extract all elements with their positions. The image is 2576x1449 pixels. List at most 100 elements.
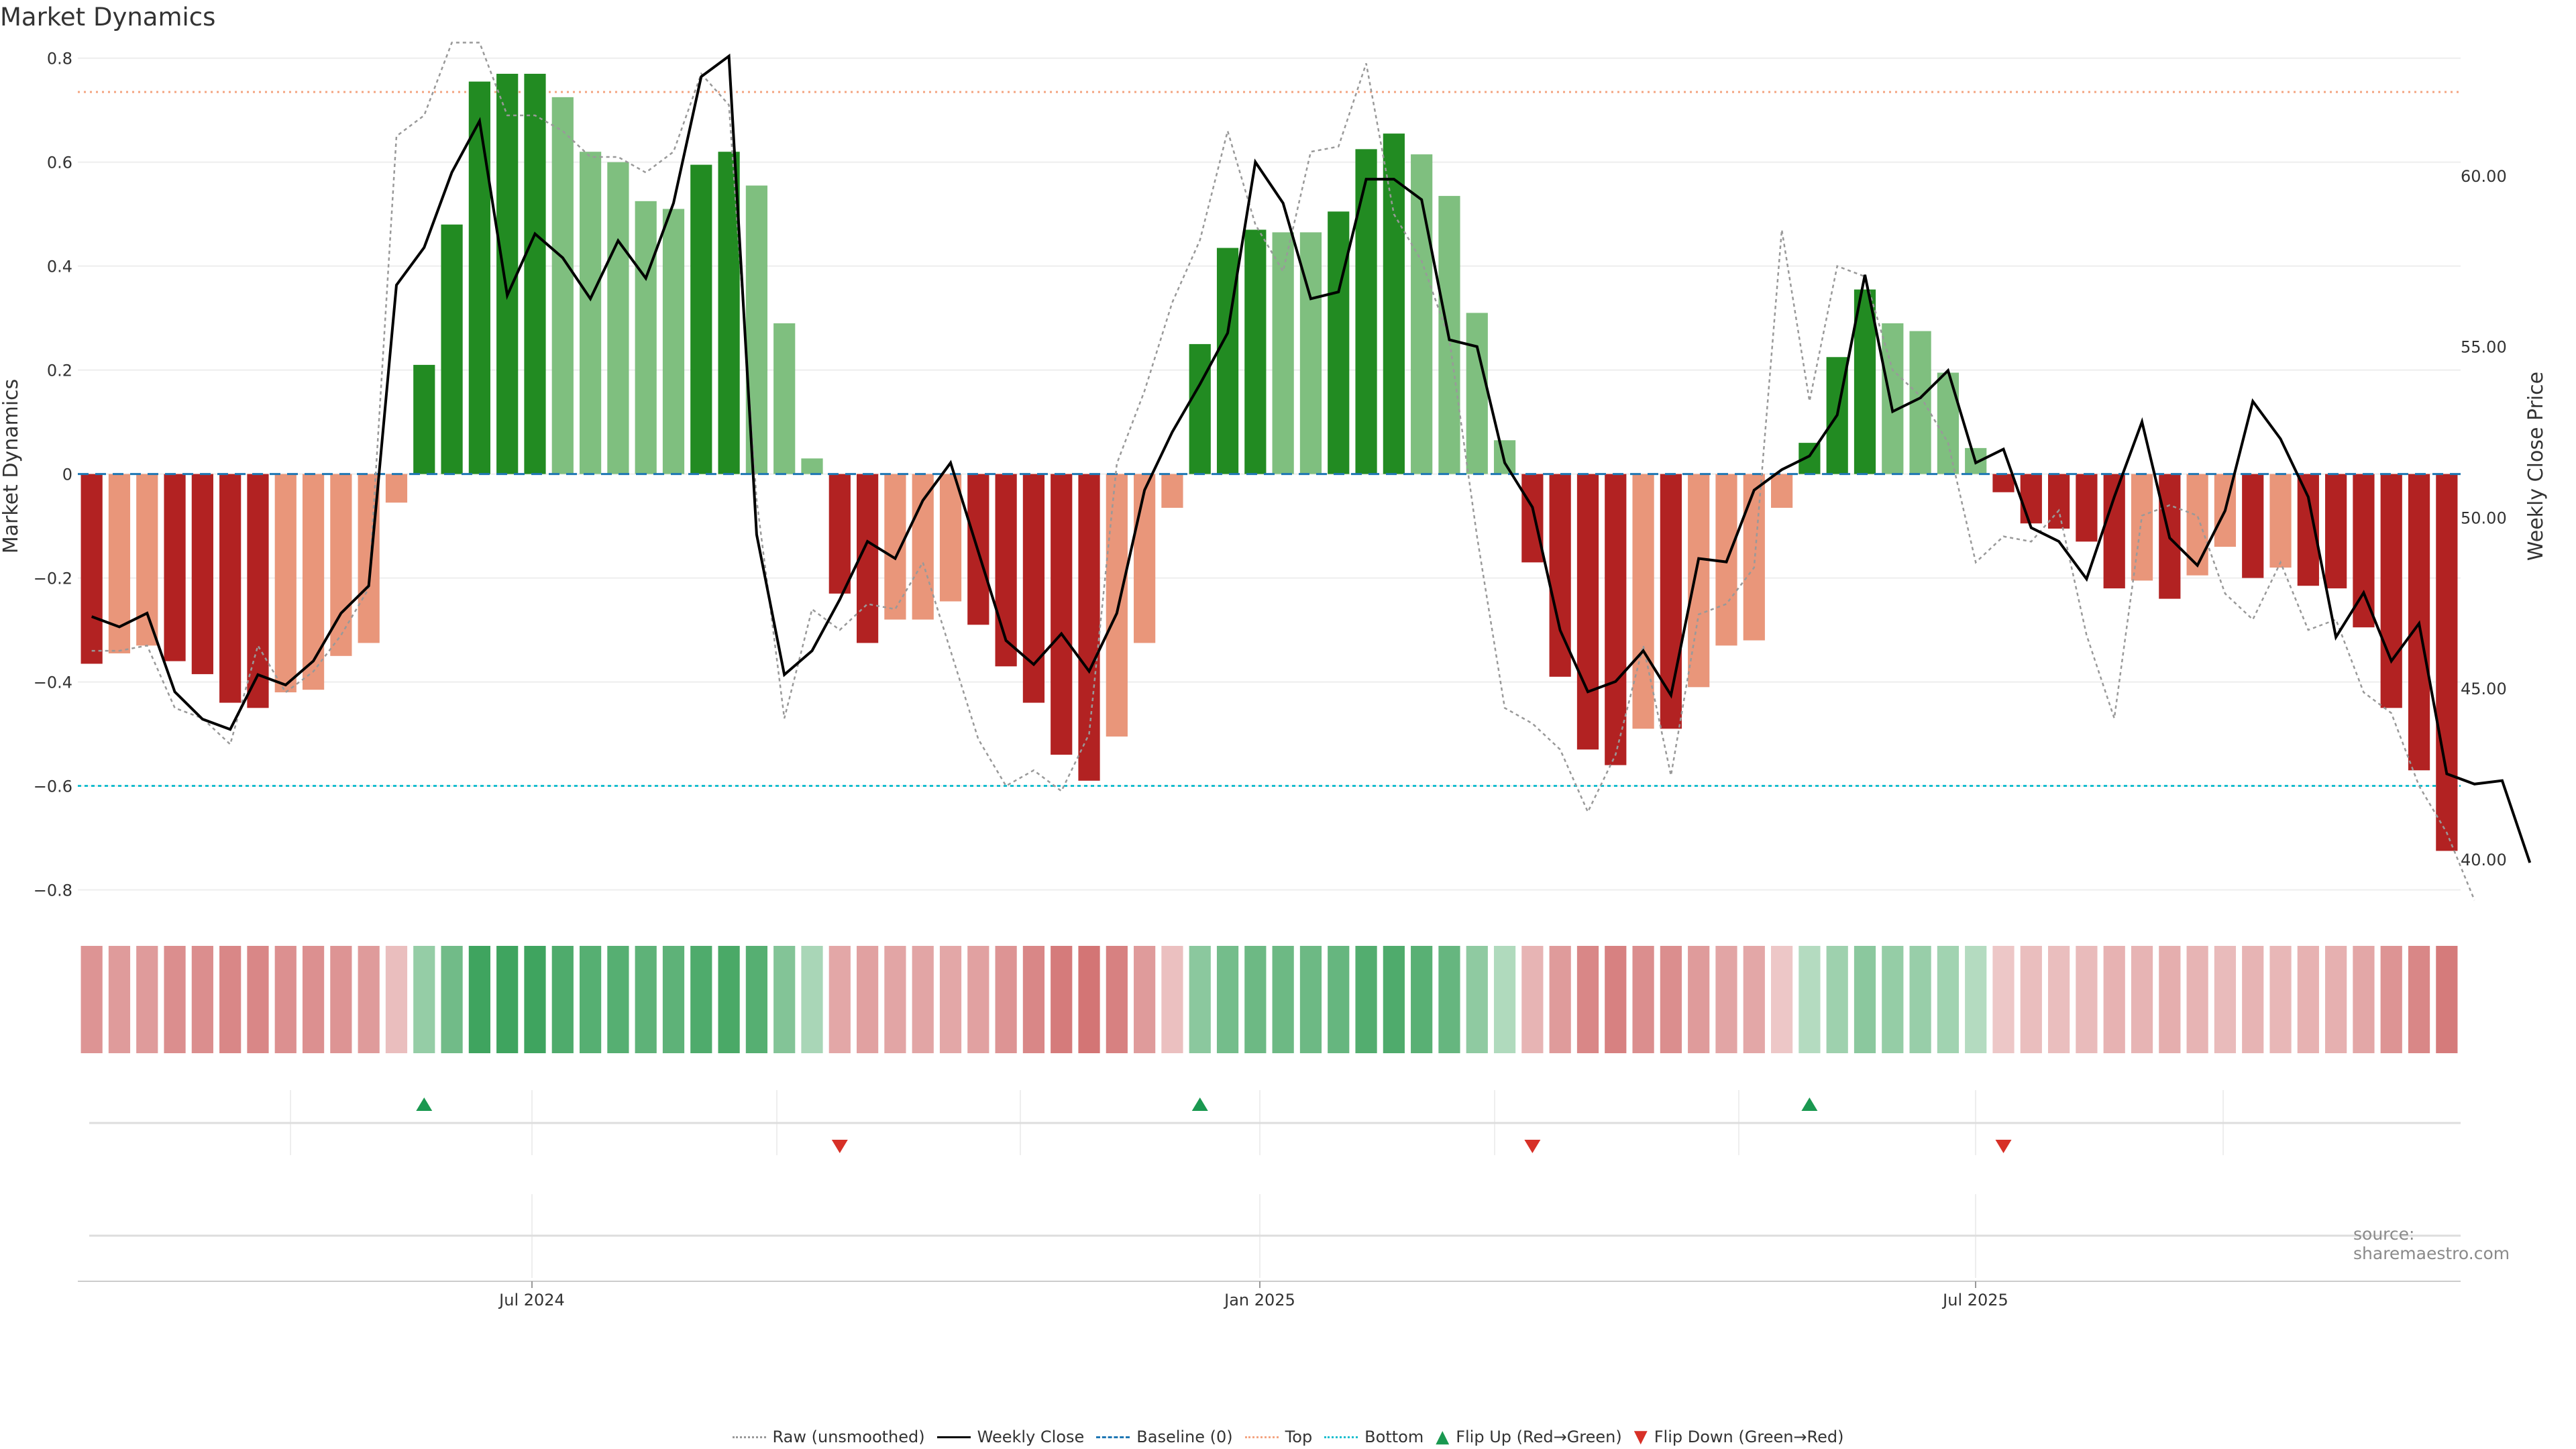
bar (164, 474, 186, 661)
bar (191, 474, 213, 674)
heat-cell (358, 946, 380, 1053)
y-tick-label: −0.2 (34, 570, 72, 588)
y-tick-label: 0 (62, 466, 72, 484)
legend-swatch-bottom (1324, 1436, 1358, 1438)
bar (136, 474, 158, 646)
heat-cell (1605, 946, 1627, 1053)
triangle-up-icon: ▲ (1436, 1427, 1450, 1447)
flip-down-marker (1995, 1140, 2012, 1153)
heat-cell (1632, 946, 1654, 1053)
heat-cell (2436, 946, 2458, 1053)
raw-line (91, 42, 2475, 901)
bar (274, 474, 297, 693)
bar (1882, 323, 1904, 474)
bar (1632, 474, 1654, 729)
heat-cell (2020, 946, 2042, 1053)
bar (385, 474, 408, 503)
heat-cell (1882, 946, 1904, 1053)
bar (1521, 474, 1544, 563)
bar (441, 224, 463, 474)
heat-cell (2380, 946, 2402, 1053)
heat-cell (2408, 946, 2430, 1053)
heat-cell (2186, 946, 2208, 1053)
y2-axis-title: Weekly Close Price (2524, 372, 2548, 561)
weekly-close-line (91, 53, 2532, 863)
legend-item-bottom[interactable]: Bottom (1324, 1428, 1424, 1446)
heat-cell (2076, 946, 2098, 1053)
x-tick-label: Jan 2025 (1223, 1291, 1295, 1309)
heat-cell (2103, 946, 2125, 1053)
legend-item-baseline[interactable]: Baseline (0) (1096, 1428, 1233, 1446)
legend-item-raw[interactable]: Raw (unsmoothed) (732, 1428, 925, 1446)
heat-cell (330, 946, 352, 1053)
bar (1272, 232, 1294, 474)
legend-item-top[interactable]: Top (1244, 1428, 1312, 1446)
heat-cell (164, 946, 186, 1053)
y-tick-label: 0.8 (47, 50, 72, 68)
heat-cell (524, 946, 546, 1053)
source-note: source: sharemaestro.com (2353, 1224, 2510, 1263)
legend-item-flip-down[interactable]: ▼ Flip Down (Green→Red) (1634, 1427, 1844, 1447)
heat-cell (718, 946, 740, 1053)
heat-cell (2048, 946, 2070, 1053)
bar (80, 474, 103, 664)
heat-cell (136, 946, 158, 1053)
bar (302, 474, 325, 690)
heat-cell (274, 946, 297, 1053)
heat-cell (1660, 946, 1682, 1053)
legend-item-close[interactable]: Weekly Close (936, 1428, 1084, 1446)
legend-swatch-close (936, 1436, 971, 1438)
bar (939, 474, 962, 602)
heat-cell (995, 946, 1017, 1053)
legend-label-bottom: Bottom (1364, 1428, 1424, 1446)
heat-cell (1438, 946, 1460, 1053)
bar (1161, 474, 1183, 508)
heat-cell (773, 946, 796, 1053)
heat-cell (191, 946, 213, 1053)
heat-cell (1106, 946, 1128, 1053)
legend-label-baseline: Baseline (0) (1136, 1428, 1233, 1446)
y-tick-label: −0.6 (34, 777, 72, 796)
y-axis-title: Market Dynamics (0, 379, 23, 554)
bar (773, 323, 796, 474)
bar (247, 474, 269, 708)
heat-cell (635, 946, 657, 1053)
heat-cell (690, 946, 712, 1053)
heat-cell (607, 946, 629, 1053)
y-tick-label: −0.4 (34, 674, 72, 692)
bar (801, 458, 823, 474)
heat-cell (385, 946, 408, 1053)
heat-cell (219, 946, 241, 1053)
bar (995, 474, 1017, 667)
bar (579, 152, 602, 474)
heat-cell (1576, 946, 1599, 1053)
bar (745, 185, 768, 474)
flip-up-marker (1801, 1097, 1818, 1111)
heat-cell (1854, 946, 1876, 1053)
bar (1134, 474, 1156, 643)
heat-cell (2325, 946, 2347, 1053)
legend: Raw (unsmoothed) Weekly Close Baseline (… (0, 1427, 2576, 1447)
bar (219, 474, 241, 703)
heat-cell (1411, 946, 1433, 1053)
bar (1660, 474, 1682, 729)
y2-tick-label: 40.00 (2461, 851, 2507, 869)
bar (2325, 474, 2347, 589)
flip-down-marker (1524, 1140, 1541, 1153)
heat-cell (828, 946, 851, 1053)
heat-cell (579, 946, 602, 1053)
heat-cell (1992, 946, 2015, 1053)
heat-cell (2269, 946, 2292, 1053)
heat-cell (1216, 946, 1239, 1053)
heat-cell (441, 946, 463, 1053)
heat-cell (2159, 946, 2181, 1053)
bar (2076, 474, 2098, 542)
y-tick-label: 0.4 (47, 258, 72, 276)
bar (912, 474, 934, 620)
bar (1383, 133, 1405, 474)
triangle-down-icon: ▼ (1633, 1427, 1648, 1447)
heat-cell (496, 946, 519, 1053)
bar (2048, 474, 2070, 529)
legend-item-flip-up[interactable]: ▲ Flip Up (Red→Green) (1436, 1427, 1622, 1447)
